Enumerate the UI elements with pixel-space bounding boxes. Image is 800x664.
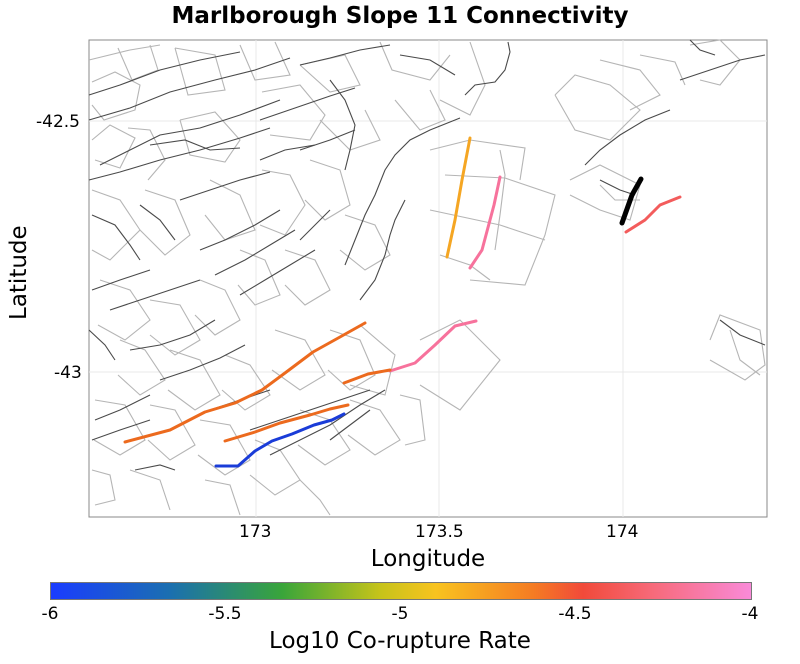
rupture-2 xyxy=(468,175,502,270)
x-axis-label: Longitude xyxy=(370,546,486,572)
fault-section-outlines xyxy=(88,39,766,516)
rupture-1 xyxy=(445,136,472,259)
plot-area xyxy=(88,39,768,518)
colorbar-tick-5: -4 xyxy=(741,604,759,624)
colorbar-tick-4: -4.5 xyxy=(558,604,592,624)
y-axis-label: Latitude xyxy=(6,225,32,320)
colorbar xyxy=(50,582,752,600)
rupture-5 xyxy=(388,319,478,373)
rupture-9 xyxy=(214,412,346,468)
rupture-8 xyxy=(223,403,350,443)
rupture-7 xyxy=(342,368,392,385)
x-tick-173-5: 173.5 xyxy=(415,522,464,542)
rupture-traces xyxy=(123,136,682,468)
gridlines xyxy=(89,40,767,517)
colorbar-tick-2: -5.5 xyxy=(208,604,242,624)
x-tick-174: 174 xyxy=(606,522,639,542)
colorbar-label: Log10 Co-rupture Rate xyxy=(269,628,531,654)
rupture-4 xyxy=(624,195,682,234)
rupture-6 xyxy=(123,321,367,444)
x-tick-173: 173 xyxy=(239,522,272,542)
fault-traces xyxy=(88,39,766,471)
colorbar-tick-1: -6 xyxy=(41,604,59,624)
rupture-3 xyxy=(619,176,644,226)
chart-title: Marlborough Slope 11 Connectivity xyxy=(171,3,629,29)
colorbar-tick-3: -5 xyxy=(391,604,409,624)
y-tick-43: -43 xyxy=(54,363,82,383)
y-tick-42-5: -42.5 xyxy=(36,112,80,132)
